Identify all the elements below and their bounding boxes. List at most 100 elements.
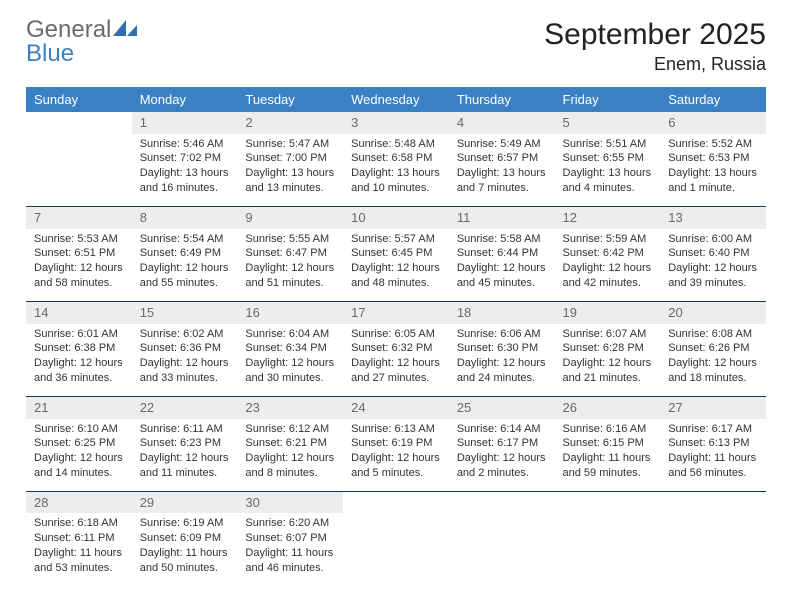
day-number: 8 xyxy=(132,207,238,229)
day-number: 2 xyxy=(237,112,343,134)
day-details: Sunrise: 6:07 AMSunset: 6:28 PMDaylight:… xyxy=(555,324,661,396)
col-header: Thursday xyxy=(449,87,555,112)
day-details: Sunrise: 6:04 AMSunset: 6:34 PMDaylight:… xyxy=(237,324,343,396)
day-number: 20 xyxy=(660,302,766,324)
day-number: 29 xyxy=(132,492,238,514)
calendar-cell: 6Sunrise: 5:52 AMSunset: 6:53 PMDaylight… xyxy=(660,112,766,206)
calendar-cell: 12Sunrise: 5:59 AMSunset: 6:42 PMDayligh… xyxy=(555,207,661,301)
day-details: Sunrise: 5:58 AMSunset: 6:44 PMDaylight:… xyxy=(449,229,555,301)
day-details: Sunrise: 6:01 AMSunset: 6:38 PMDaylight:… xyxy=(26,324,132,396)
day-details: Sunrise: 6:06 AMSunset: 6:30 PMDaylight:… xyxy=(449,324,555,396)
calendar-cell: 2Sunrise: 5:47 AMSunset: 7:00 PMDaylight… xyxy=(237,112,343,206)
calendar-cell: 11Sunrise: 5:58 AMSunset: 6:44 PMDayligh… xyxy=(449,207,555,301)
calendar-week: 7Sunrise: 5:53 AMSunset: 6:51 PMDaylight… xyxy=(26,207,766,301)
calendar-cell: 17Sunrise: 6:05 AMSunset: 6:32 PMDayligh… xyxy=(343,302,449,396)
day-number: 16 xyxy=(237,302,343,324)
day-details: Sunrise: 5:51 AMSunset: 6:55 PMDaylight:… xyxy=(555,134,661,206)
calendar-cell: 21Sunrise: 6:10 AMSunset: 6:25 PMDayligh… xyxy=(26,397,132,491)
day-number: 22 xyxy=(132,397,238,419)
day-number xyxy=(660,492,766,514)
day-details: Sunrise: 5:52 AMSunset: 6:53 PMDaylight:… xyxy=(660,134,766,206)
day-number: 3 xyxy=(343,112,449,134)
day-details: Sunrise: 6:08 AMSunset: 6:26 PMDaylight:… xyxy=(660,324,766,396)
calendar-cell: 10Sunrise: 5:57 AMSunset: 6:45 PMDayligh… xyxy=(343,207,449,301)
calendar-week: 21Sunrise: 6:10 AMSunset: 6:25 PMDayligh… xyxy=(26,397,766,491)
day-number: 26 xyxy=(555,397,661,419)
calendar-cell xyxy=(343,492,449,586)
day-number: 23 xyxy=(237,397,343,419)
day-number: 17 xyxy=(343,302,449,324)
day-details: Sunrise: 6:02 AMSunset: 6:36 PMDaylight:… xyxy=(132,324,238,396)
day-details: Sunrise: 5:54 AMSunset: 6:49 PMDaylight:… xyxy=(132,229,238,301)
col-header: Saturday xyxy=(660,87,766,112)
brand-word-1: General xyxy=(26,19,111,42)
calendar-cell: 29Sunrise: 6:19 AMSunset: 6:09 PMDayligh… xyxy=(132,492,238,586)
day-details: Sunrise: 5:46 AMSunset: 7:02 PMDaylight:… xyxy=(132,134,238,206)
col-header: Friday xyxy=(555,87,661,112)
day-details: Sunrise: 6:14 AMSunset: 6:17 PMDaylight:… xyxy=(449,419,555,491)
day-details: Sunrise: 6:18 AMSunset: 6:11 PMDaylight:… xyxy=(26,513,132,585)
day-details: Sunrise: 6:12 AMSunset: 6:21 PMDaylight:… xyxy=(237,419,343,491)
col-header: Monday xyxy=(132,87,238,112)
day-details: Sunrise: 6:20 AMSunset: 6:07 PMDaylight:… xyxy=(237,513,343,585)
calendar-cell xyxy=(660,492,766,586)
calendar-cell: 7Sunrise: 5:53 AMSunset: 6:51 PMDaylight… xyxy=(26,207,132,301)
calendar-cell: 14Sunrise: 6:01 AMSunset: 6:38 PMDayligh… xyxy=(26,302,132,396)
col-header: Wednesday xyxy=(343,87,449,112)
day-details: Sunrise: 5:55 AMSunset: 6:47 PMDaylight:… xyxy=(237,229,343,301)
day-number: 9 xyxy=(237,207,343,229)
day-number xyxy=(343,492,449,514)
calendar-cell: 27Sunrise: 6:17 AMSunset: 6:13 PMDayligh… xyxy=(660,397,766,491)
calendar-cell: 24Sunrise: 6:13 AMSunset: 6:19 PMDayligh… xyxy=(343,397,449,491)
calendar-week: 1Sunrise: 5:46 AMSunset: 7:02 PMDaylight… xyxy=(26,112,766,206)
calendar-cell: 4Sunrise: 5:49 AMSunset: 6:57 PMDaylight… xyxy=(449,112,555,206)
day-details: Sunrise: 5:57 AMSunset: 6:45 PMDaylight:… xyxy=(343,229,449,301)
calendar-cell: 8Sunrise: 5:54 AMSunset: 6:49 PMDaylight… xyxy=(132,207,238,301)
day-number: 15 xyxy=(132,302,238,324)
day-details: Sunrise: 6:05 AMSunset: 6:32 PMDaylight:… xyxy=(343,324,449,396)
day-number: 7 xyxy=(26,207,132,229)
day-number: 1 xyxy=(132,112,238,134)
day-number: 12 xyxy=(555,207,661,229)
calendar-cell: 23Sunrise: 6:12 AMSunset: 6:21 PMDayligh… xyxy=(237,397,343,491)
col-header: Sunday xyxy=(26,87,132,112)
day-details: Sunrise: 5:49 AMSunset: 6:57 PMDaylight:… xyxy=(449,134,555,206)
calendar-page: General Blue September 2025 Enem, Russia… xyxy=(0,0,792,596)
calendar-cell xyxy=(26,112,132,206)
day-details: Sunrise: 5:53 AMSunset: 6:51 PMDaylight:… xyxy=(26,229,132,301)
day-details: Sunrise: 6:00 AMSunset: 6:40 PMDaylight:… xyxy=(660,229,766,301)
calendar-cell: 20Sunrise: 6:08 AMSunset: 6:26 PMDayligh… xyxy=(660,302,766,396)
day-number: 27 xyxy=(660,397,766,419)
calendar-cell: 9Sunrise: 5:55 AMSunset: 6:47 PMDaylight… xyxy=(237,207,343,301)
day-number: 10 xyxy=(343,207,449,229)
day-number: 13 xyxy=(660,207,766,229)
day-number: 21 xyxy=(26,397,132,419)
day-details: Sunrise: 5:59 AMSunset: 6:42 PMDaylight:… xyxy=(555,229,661,301)
day-details: Sunrise: 5:48 AMSunset: 6:58 PMDaylight:… xyxy=(343,134,449,206)
day-number: 25 xyxy=(449,397,555,419)
day-number: 28 xyxy=(26,492,132,514)
calendar-cell: 13Sunrise: 6:00 AMSunset: 6:40 PMDayligh… xyxy=(660,207,766,301)
day-number: 24 xyxy=(343,397,449,419)
header: General Blue September 2025 Enem, Russia xyxy=(26,18,766,75)
calendar-cell: 16Sunrise: 6:04 AMSunset: 6:34 PMDayligh… xyxy=(237,302,343,396)
calendar-cell: 15Sunrise: 6:02 AMSunset: 6:36 PMDayligh… xyxy=(132,302,238,396)
day-number: 30 xyxy=(237,492,343,514)
calendar-cell: 22Sunrise: 6:11 AMSunset: 6:23 PMDayligh… xyxy=(132,397,238,491)
day-number: 19 xyxy=(555,302,661,324)
calendar-cell: 28Sunrise: 6:18 AMSunset: 6:11 PMDayligh… xyxy=(26,492,132,586)
month-title: September 2025 xyxy=(544,18,766,52)
day-number: 5 xyxy=(555,112,661,134)
day-details: Sunrise: 6:19 AMSunset: 6:09 PMDaylight:… xyxy=(132,513,238,585)
calendar-body: 1Sunrise: 5:46 AMSunset: 7:02 PMDaylight… xyxy=(26,112,766,586)
calendar-cell: 26Sunrise: 6:16 AMSunset: 6:15 PMDayligh… xyxy=(555,397,661,491)
calendar-cell: 25Sunrise: 6:14 AMSunset: 6:17 PMDayligh… xyxy=(449,397,555,491)
calendar-cell: 30Sunrise: 6:20 AMSunset: 6:07 PMDayligh… xyxy=(237,492,343,586)
calendar-cell xyxy=(555,492,661,586)
brand-word-2: Blue xyxy=(26,43,139,66)
day-number: 18 xyxy=(449,302,555,324)
calendar-cell: 5Sunrise: 5:51 AMSunset: 6:55 PMDaylight… xyxy=(555,112,661,206)
sail-icon xyxy=(113,18,139,43)
calendar-cell: 19Sunrise: 6:07 AMSunset: 6:28 PMDayligh… xyxy=(555,302,661,396)
calendar-cell: 1Sunrise: 5:46 AMSunset: 7:02 PMDaylight… xyxy=(132,112,238,206)
